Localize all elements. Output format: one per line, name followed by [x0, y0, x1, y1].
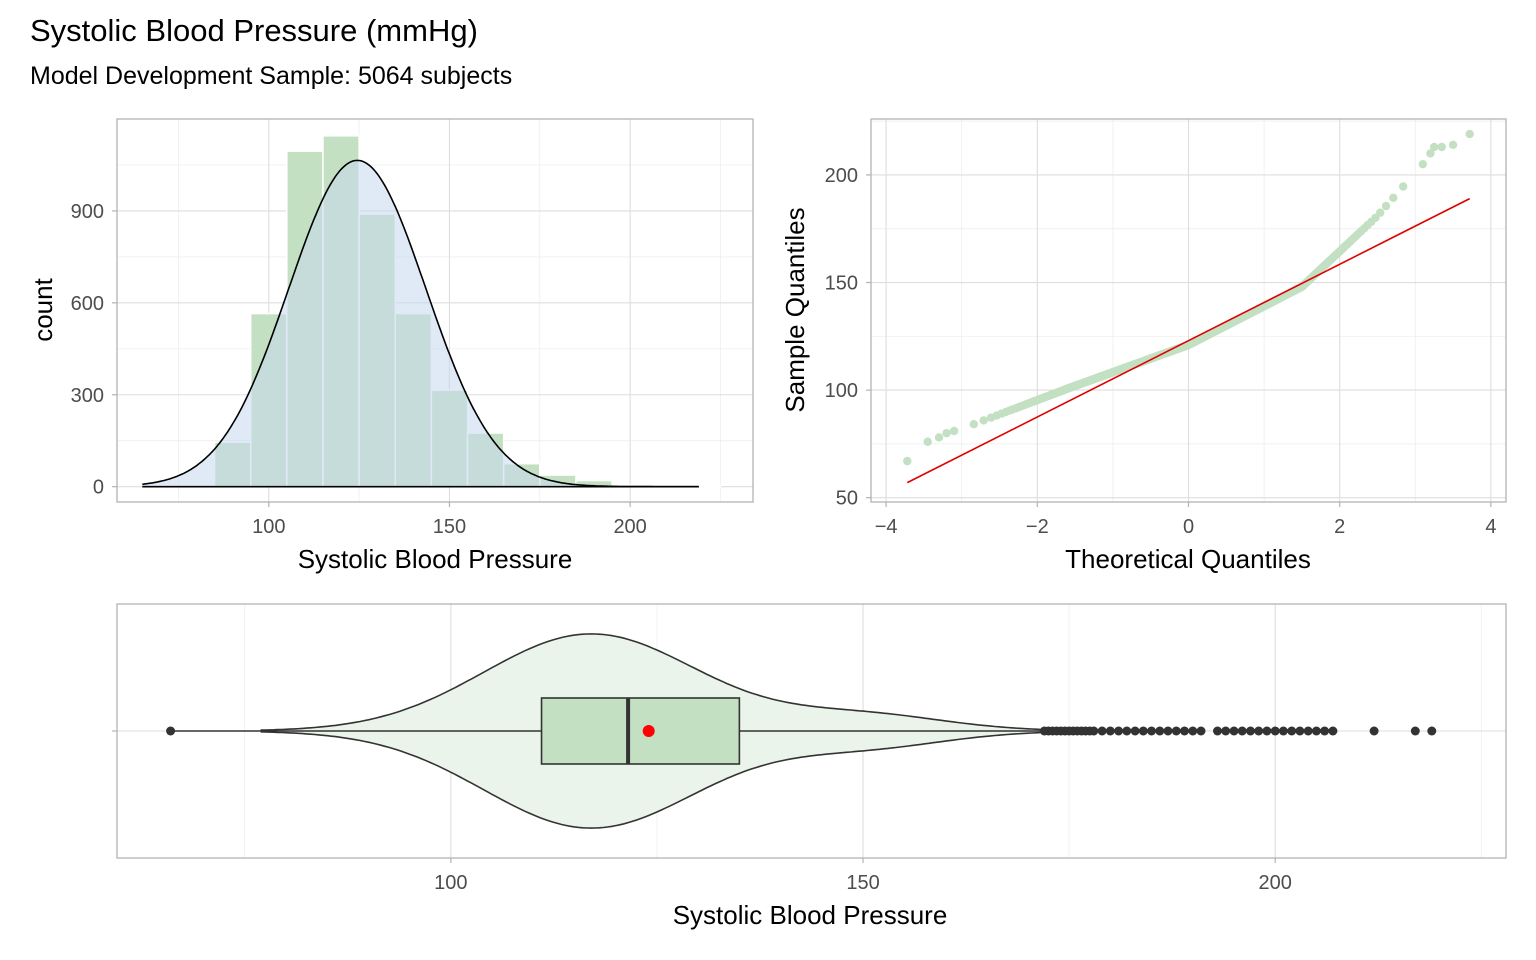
qq-point	[923, 437, 932, 446]
histogram-y-tick-label: 0	[93, 477, 104, 499]
qq-y-tick-label: 200	[825, 165, 858, 187]
outlier-point	[1410, 726, 1420, 736]
outlier-points	[1039, 726, 1437, 736]
box-iqr	[540, 697, 741, 765]
qq-point	[949, 426, 959, 436]
outlier-point	[1155, 726, 1165, 736]
violin-panel: Systolic Blood Pressure 100 150 200	[112, 603, 1507, 930]
violin-x-tick-label: 150	[846, 872, 879, 894]
qq-x-tick-label: 4	[1485, 516, 1496, 538]
qq-x-tick-label: −4	[875, 516, 898, 538]
figure-subtitle: Model Development Sample: 5064 subjects	[30, 62, 512, 90]
outlier-point	[1188, 726, 1198, 736]
outlier-point	[1089, 726, 1099, 736]
qq-point	[1418, 159, 1428, 169]
qq-y-tick-label: 50	[836, 488, 858, 510]
qq-point	[903, 456, 912, 466]
outlier-point	[1254, 726, 1264, 736]
outlier-point	[1369, 726, 1379, 736]
outlier-point	[1246, 726, 1255, 736]
outlier-point	[1295, 726, 1305, 736]
outlier-point	[1138, 726, 1148, 736]
qq-point	[1465, 129, 1474, 139]
qq-point	[969, 420, 978, 429]
outlier-point	[1287, 726, 1297, 736]
outlier-point	[1097, 726, 1107, 736]
outlier-point	[1147, 726, 1156, 736]
outlier-point	[1213, 726, 1222, 736]
qq-point	[934, 433, 944, 442]
qq-point	[1376, 208, 1385, 217]
low-outlier-point	[166, 726, 176, 736]
qq-reference-line	[906, 197, 1471, 484]
qq-point	[1389, 193, 1398, 202]
qq-x-tick-label: 2	[1334, 516, 1345, 538]
outlier-point	[1328, 726, 1338, 736]
histogram-y-tick-label: 900	[71, 201, 104, 223]
outlier-point	[1320, 726, 1330, 736]
qq-point	[1381, 201, 1391, 211]
qq-point	[1426, 149, 1435, 158]
qq-y-tick-label: 150	[825, 273, 858, 295]
outlier-point	[1196, 726, 1206, 736]
histogram-y-axis-label: count	[28, 277, 58, 341]
qq-y-axis-label: Sample Quantiles	[780, 207, 810, 412]
histogram-frame	[116, 118, 754, 503]
qq-y-tick-label: 100	[825, 380, 858, 402]
outlier-point	[1311, 726, 1321, 736]
histogram-x-tick-label: 200	[613, 516, 646, 538]
histogram-y-tick-label: 600	[71, 293, 104, 315]
violin-x-axis-label: Systolic Blood Pressure	[673, 900, 948, 930]
outlier-point	[1270, 726, 1280, 736]
violin-x-tick-label: 200	[1258, 872, 1291, 894]
outlier-point	[1114, 726, 1124, 736]
outlier-point	[1303, 726, 1313, 736]
outlier-point	[1171, 726, 1181, 736]
histogram-x-tick-label: 150	[433, 516, 466, 538]
mean-point	[642, 725, 655, 737]
outlier-point	[1105, 726, 1115, 736]
outlier-point	[1180, 726, 1189, 736]
histogram-y-tick-label: 300	[71, 385, 104, 407]
outlier-point	[1427, 726, 1437, 736]
outlier-point	[1262, 726, 1272, 736]
qq-x-axis-label: Theoretical Quantiles	[1065, 544, 1311, 574]
normal-density-area	[142, 160, 699, 487]
outlier-point	[1278, 726, 1288, 736]
histogram-x-tick-label: 100	[252, 516, 285, 538]
qq-point	[942, 428, 951, 438]
outlier-point	[1122, 726, 1132, 736]
outlier-point	[1130, 726, 1140, 736]
qq-x-tick-label: −2	[1026, 516, 1049, 538]
outlier-point	[1163, 726, 1173, 736]
qq-panel: Theoretical Quantiles Sample Quantiles −…	[780, 118, 1507, 574]
qq-point	[1399, 182, 1408, 191]
figure-title: Systolic Blood Pressure (mmHg)	[30, 13, 478, 48]
qq-point	[979, 416, 988, 425]
qq-point	[1448, 140, 1458, 150]
outlier-point	[1237, 726, 1247, 736]
qq-x-tick-label: 0	[1183, 516, 1194, 538]
histogram-x-axis-label: Systolic Blood Pressure	[298, 544, 573, 574]
violin-x-tick-label: 100	[434, 872, 467, 894]
outlier-point	[1221, 726, 1231, 736]
histogram-panel: Systolic Blood Pressure count 100 150 200 0…	[28, 118, 754, 574]
outlier-point	[1229, 726, 1239, 736]
qq-point	[1437, 142, 1446, 152]
qq-point	[1429, 142, 1439, 152]
